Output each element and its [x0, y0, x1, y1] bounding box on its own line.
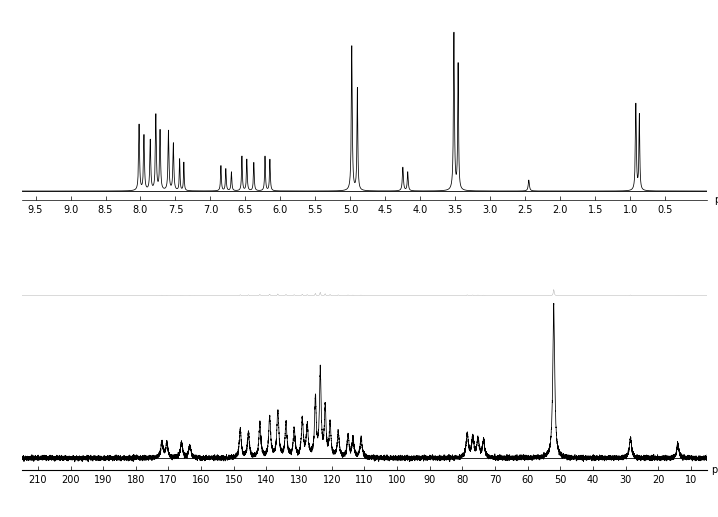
Text: pp: pp: [711, 465, 718, 476]
Text: ppm: ppm: [714, 195, 718, 205]
